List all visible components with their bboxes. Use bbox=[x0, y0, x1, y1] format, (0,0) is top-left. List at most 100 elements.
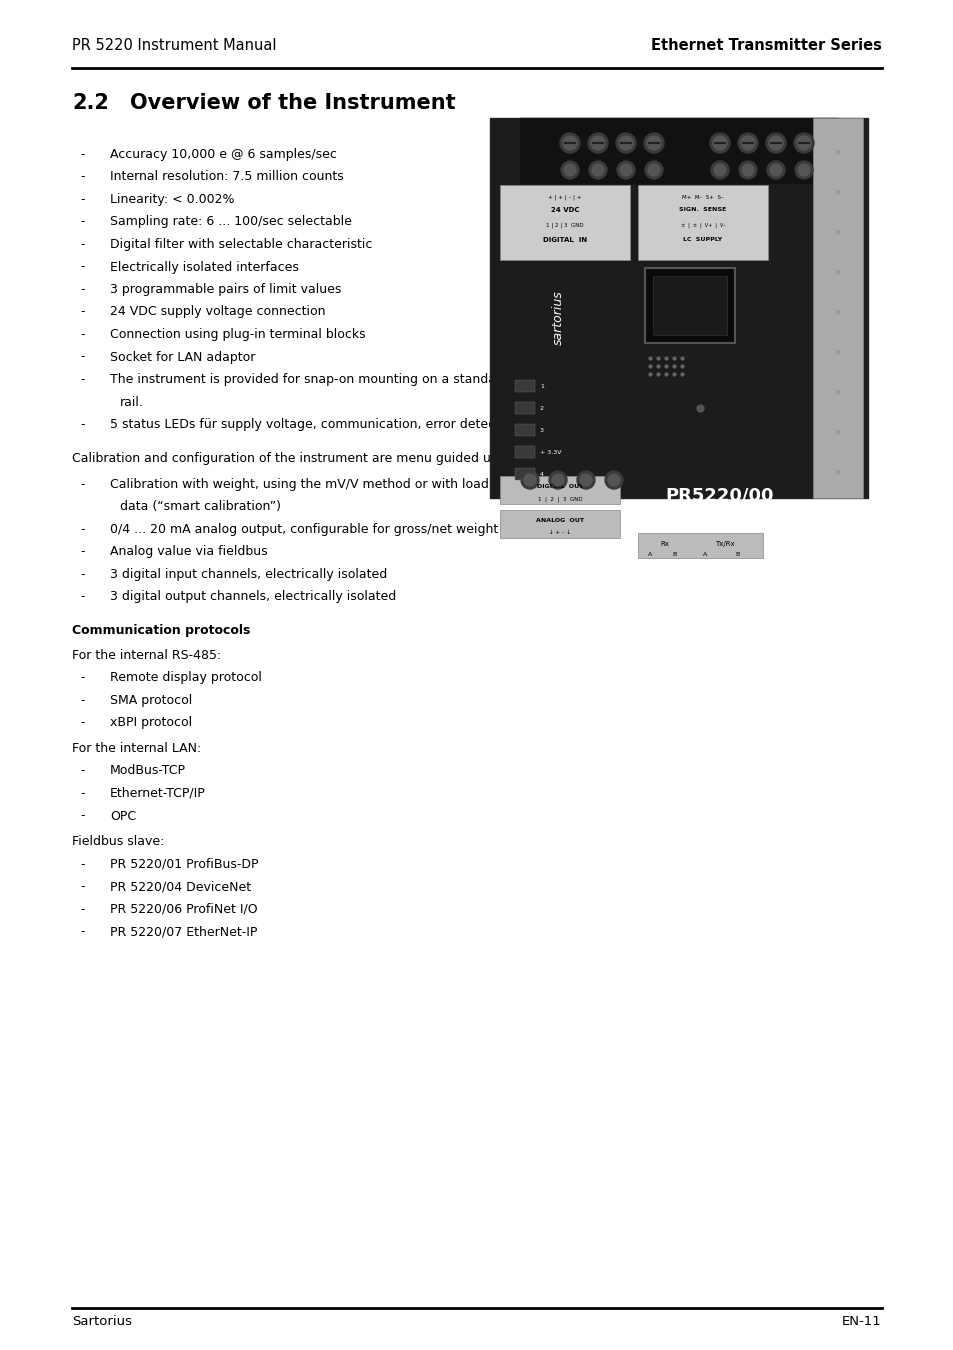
Text: -: - bbox=[80, 216, 85, 228]
Text: B: B bbox=[672, 552, 677, 558]
Circle shape bbox=[619, 163, 631, 176]
Circle shape bbox=[765, 134, 785, 153]
Text: B: B bbox=[735, 552, 740, 558]
Text: Digital filter with selectable characteristic: Digital filter with selectable character… bbox=[110, 238, 372, 251]
Text: Analog value via fieldbus: Analog value via fieldbus bbox=[110, 545, 268, 558]
Circle shape bbox=[643, 134, 663, 153]
Text: 1  |  2  |  3  GND: 1 | 2 | 3 GND bbox=[537, 495, 581, 501]
Text: data (“smart calibration”): data (“smart calibration”) bbox=[120, 500, 281, 513]
Circle shape bbox=[607, 474, 619, 486]
Text: LC  SUPPLY: LC SUPPLY bbox=[682, 238, 721, 242]
Circle shape bbox=[604, 471, 622, 489]
Text: xBPI protocol: xBPI protocol bbox=[110, 716, 192, 729]
Text: sartorius: sartorius bbox=[551, 290, 564, 346]
Circle shape bbox=[617, 161, 635, 180]
Bar bbox=[638, 533, 762, 558]
Text: -: - bbox=[80, 170, 85, 184]
Text: PR5220/00: PR5220/00 bbox=[665, 487, 774, 505]
Text: -: - bbox=[80, 238, 85, 251]
Text: Remote display protocol: Remote display protocol bbox=[110, 671, 262, 684]
Text: Electrically isolated interfaces: Electrically isolated interfaces bbox=[110, 261, 298, 274]
Circle shape bbox=[796, 136, 810, 150]
Bar bbox=[499, 185, 629, 261]
Text: -: - bbox=[80, 903, 85, 915]
Text: 5 status LEDs für supply voltage, communication, error detection: 5 status LEDs für supply voltage, commun… bbox=[110, 418, 518, 431]
Circle shape bbox=[523, 474, 536, 486]
Text: 1 | 2 | 3  GND: 1 | 2 | 3 GND bbox=[546, 223, 583, 228]
Text: + | + | – | +: + | + | – | + bbox=[548, 194, 581, 201]
Circle shape bbox=[768, 136, 782, 150]
Text: ×: × bbox=[834, 348, 841, 358]
Text: ×: × bbox=[834, 309, 841, 317]
Text: -: - bbox=[80, 261, 85, 274]
Text: ×: × bbox=[834, 269, 841, 278]
Circle shape bbox=[577, 471, 595, 489]
Text: 2: 2 bbox=[539, 405, 543, 410]
Text: -: - bbox=[80, 590, 85, 603]
Bar bbox=[515, 379, 535, 391]
Circle shape bbox=[740, 136, 754, 150]
Bar bbox=[812, 117, 862, 498]
Circle shape bbox=[548, 471, 566, 489]
Circle shape bbox=[559, 134, 579, 153]
Text: ×: × bbox=[834, 389, 841, 397]
Text: PR 5220 Instrument Manual: PR 5220 Instrument Manual bbox=[71, 38, 276, 53]
Text: -: - bbox=[80, 764, 85, 778]
Circle shape bbox=[766, 161, 784, 180]
Text: -: - bbox=[80, 787, 85, 801]
Circle shape bbox=[592, 163, 603, 176]
Text: -: - bbox=[80, 925, 85, 938]
Text: ×: × bbox=[834, 189, 841, 197]
Text: Overview of the Instrument: Overview of the Instrument bbox=[130, 93, 456, 113]
Circle shape bbox=[793, 134, 813, 153]
Circle shape bbox=[562, 136, 577, 150]
Circle shape bbox=[797, 163, 809, 176]
Text: ×: × bbox=[834, 428, 841, 437]
Text: EN-11: EN-11 bbox=[841, 1315, 882, 1328]
Text: -: - bbox=[80, 671, 85, 684]
Text: Sartorius: Sartorius bbox=[71, 1315, 132, 1328]
Circle shape bbox=[647, 163, 659, 176]
Text: PR 5220/01 ProfiBus-DP: PR 5220/01 ProfiBus-DP bbox=[110, 857, 258, 871]
Text: ModBus-TCP: ModBus-TCP bbox=[110, 764, 186, 778]
Text: -: - bbox=[80, 478, 85, 490]
Text: 3 digital input channels, electrically isolated: 3 digital input channels, electrically i… bbox=[110, 567, 387, 580]
Text: ±  |  ±  |  V+  |  V–: ± | ± | V+ | V– bbox=[679, 223, 724, 228]
Text: Calibration and configuration of the instrument are menu guided using a PC.: Calibration and configuration of the ins… bbox=[71, 452, 552, 464]
Text: -: - bbox=[80, 305, 85, 319]
Circle shape bbox=[616, 134, 636, 153]
Text: DIGITAL  OUT: DIGITAL OUT bbox=[537, 485, 582, 489]
Bar bbox=[652, 275, 726, 335]
Text: ANALOG  OUT: ANALOG OUT bbox=[536, 518, 583, 522]
Bar bbox=[519, 117, 837, 184]
Text: -: - bbox=[80, 328, 85, 342]
Text: 24 VDC: 24 VDC bbox=[550, 207, 578, 213]
Text: Ethernet Transmitter Series: Ethernet Transmitter Series bbox=[651, 38, 882, 53]
Circle shape bbox=[560, 161, 578, 180]
Bar bbox=[638, 185, 767, 261]
Circle shape bbox=[710, 161, 728, 180]
Circle shape bbox=[644, 161, 662, 180]
Text: -: - bbox=[80, 522, 85, 536]
Circle shape bbox=[618, 136, 633, 150]
Text: Calibration with weight, using the mV/V method or with load cell: Calibration with weight, using the mV/V … bbox=[110, 478, 514, 490]
Text: -: - bbox=[80, 810, 85, 822]
Text: ↓ + – ↓: ↓ + – ↓ bbox=[548, 531, 571, 535]
Text: PR 5220/07 EtherNet-IP: PR 5220/07 EtherNet-IP bbox=[110, 925, 257, 938]
Text: 24 VDC supply voltage connection: 24 VDC supply voltage connection bbox=[110, 305, 325, 319]
Circle shape bbox=[794, 161, 812, 180]
Text: -: - bbox=[80, 857, 85, 871]
Text: ×: × bbox=[834, 228, 841, 238]
Bar bbox=[515, 424, 535, 436]
Text: + 3.3V: + 3.3V bbox=[539, 450, 561, 455]
Circle shape bbox=[579, 474, 592, 486]
Text: DIGITAL  IN: DIGITAL IN bbox=[542, 238, 586, 243]
Circle shape bbox=[769, 163, 781, 176]
Text: ×: × bbox=[834, 148, 841, 158]
Text: rail.: rail. bbox=[120, 396, 144, 409]
Text: M+  M–  S+  S–: M+ M– S+ S– bbox=[681, 194, 723, 200]
Text: A: A bbox=[647, 552, 652, 558]
Circle shape bbox=[738, 134, 758, 153]
Text: The instrument is provided for snap-on mounting on a standard: The instrument is provided for snap-on m… bbox=[110, 373, 508, 386]
Bar bbox=[515, 446, 535, 458]
